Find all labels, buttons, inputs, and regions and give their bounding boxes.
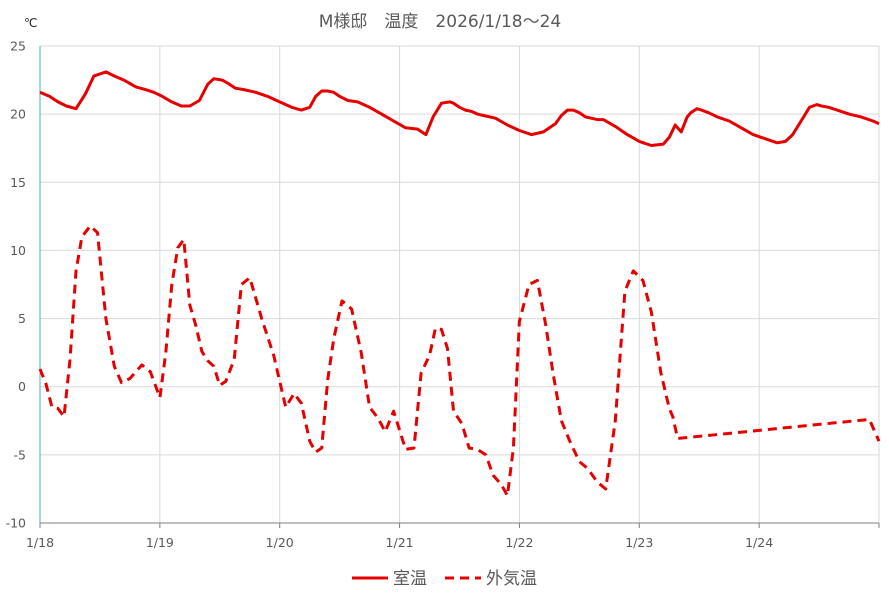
grid bbox=[40, 45, 880, 523]
y-tick-label: 25 bbox=[10, 39, 26, 54]
y-tick-label: 5 bbox=[18, 311, 26, 326]
legend: 室温 外気温 bbox=[352, 569, 537, 589]
y-tick-label: 0 bbox=[18, 379, 26, 394]
x-tick-label: 1/21 bbox=[386, 535, 414, 550]
x-tick-label: 1/19 bbox=[146, 535, 174, 550]
axes: -10 -5 0 5 10 15 20 25 1/18 1/19 1/20 1/21 1/22 1/23 1… bbox=[6, 39, 880, 550]
y-tick-label: 15 bbox=[10, 175, 26, 190]
series-line-indoor bbox=[39, 70, 880, 147]
legend-label-outdoor: 外気温 bbox=[486, 569, 537, 589]
y-tick-label: -5 bbox=[14, 447, 26, 462]
legend-label-indoor: 室温 bbox=[393, 569, 427, 589]
series-line-outdoor bbox=[38, 224, 881, 498]
y-tick-label: 10 bbox=[10, 243, 26, 258]
y-tick-label: 20 bbox=[10, 107, 26, 122]
x-tick-label: 1/24 bbox=[745, 535, 773, 550]
x-tick-label: 1/23 bbox=[625, 535, 653, 550]
x-tick-label: 1/18 bbox=[26, 535, 54, 550]
x-tick-label: 1/20 bbox=[266, 535, 294, 550]
y-tick-label: -10 bbox=[6, 516, 26, 531]
chart-title: M様邸 温度 2026/1/18～24 bbox=[319, 12, 561, 32]
x-tick-label: 1/22 bbox=[505, 535, 533, 550]
y-unit-label: ℃ bbox=[24, 16, 37, 30]
series-lines bbox=[38, 70, 881, 498]
